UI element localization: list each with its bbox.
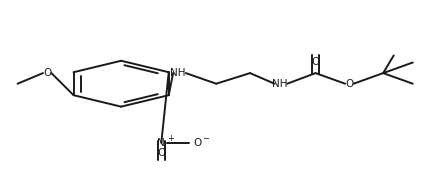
Text: +: +: [167, 135, 174, 143]
Text: O: O: [345, 79, 354, 89]
Text: NH: NH: [272, 79, 287, 89]
Text: NH: NH: [170, 68, 186, 78]
Text: N: N: [157, 138, 165, 148]
Text: O: O: [193, 138, 201, 148]
Text: −: −: [202, 135, 209, 143]
Text: O: O: [43, 68, 51, 78]
Text: O: O: [157, 148, 165, 158]
Text: O: O: [311, 57, 320, 67]
